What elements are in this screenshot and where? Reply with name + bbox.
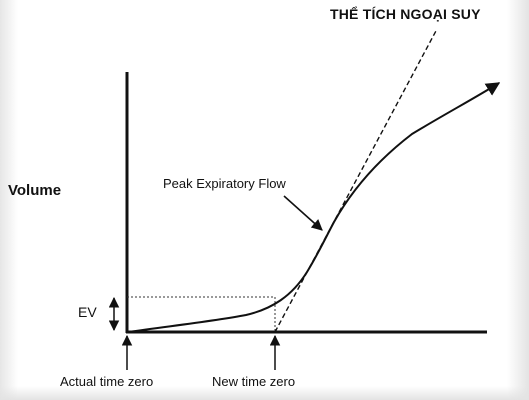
actual-time-zero-label: Actual time zero — [60, 374, 154, 389]
ev-label: EV — [78, 304, 97, 320]
new-time-zero-label: New time zero — [212, 374, 296, 389]
extrapolation-line — [274, 28, 438, 333]
extrapolated-volume-title: THỂ TÍCH NGOẠI SUY — [330, 6, 481, 22]
peak-flow-pointer — [283, 195, 323, 231]
volume-axis-label: Volume — [8, 182, 62, 199]
peak-flow-label: Peak Expiratory Flow — [163, 176, 286, 191]
volume-time-curve — [127, 82, 501, 333]
